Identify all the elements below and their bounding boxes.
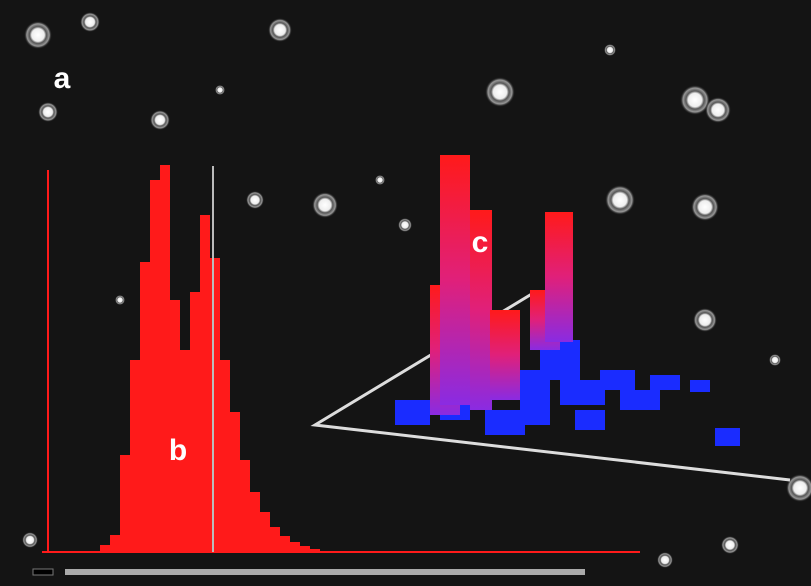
particle (605, 185, 635, 215)
bar-3d (560, 380, 605, 405)
histogram-bar (230, 412, 240, 552)
histogram-bar (310, 549, 320, 552)
histogram-bar (160, 165, 170, 552)
histogram-bar (270, 527, 280, 552)
histogram-bar (120, 455, 130, 552)
bar-3d (650, 375, 680, 390)
panel-label: b (169, 434, 187, 467)
bar-3d (490, 310, 520, 400)
particle (691, 193, 719, 221)
particle (115, 295, 125, 305)
histogram-bar (100, 545, 110, 552)
scale-bar (65, 569, 585, 575)
particle (721, 536, 739, 554)
particle (693, 308, 717, 332)
histogram-bar (280, 536, 290, 552)
particle (312, 192, 338, 218)
histogram-bar (260, 512, 270, 552)
histogram-bar (190, 292, 200, 552)
scale-mark (33, 569, 53, 575)
particle (398, 218, 412, 232)
bar-3d (690, 380, 710, 392)
particle (246, 191, 264, 209)
particle (24, 21, 52, 49)
page: {"panels": {"a": {"label": "a"}, "b": {"… (0, 0, 811, 586)
bar-3d (395, 400, 430, 425)
figure: b c a (0, 0, 811, 586)
particle (769, 354, 781, 366)
bar-3d (545, 212, 573, 342)
histogram-bar (170, 300, 180, 552)
bar-3d (600, 370, 635, 390)
histogram-bar (290, 542, 300, 552)
bar-3d (440, 155, 470, 405)
particle (38, 102, 58, 122)
particle (80, 12, 100, 32)
histogram-bar (210, 258, 220, 552)
particle (215, 85, 225, 95)
particle (268, 18, 292, 42)
panel-label: a (54, 62, 71, 95)
bar-3d (520, 400, 550, 425)
bar-3d (575, 410, 605, 430)
particle (657, 552, 673, 568)
histogram-bar (200, 215, 210, 552)
histogram-bar (150, 180, 160, 552)
histogram-bar (110, 535, 120, 552)
particle (375, 175, 385, 185)
body: b c a (() => { const data = JSON.parse(d… (0, 0, 811, 586)
panel-label: c (472, 226, 489, 259)
histogram-bar (220, 360, 230, 552)
particle (22, 532, 38, 548)
particle (604, 44, 616, 56)
bar-3d (715, 428, 740, 446)
particle (150, 110, 170, 130)
particle (705, 97, 731, 123)
histogram-bar (300, 546, 310, 552)
bar-3d (620, 390, 660, 410)
histogram-bar (240, 460, 250, 552)
histogram-bar (130, 360, 140, 552)
histogram-bar (140, 262, 150, 552)
histogram-bar (250, 492, 260, 552)
bar-3d (485, 410, 525, 435)
particle (485, 77, 515, 107)
